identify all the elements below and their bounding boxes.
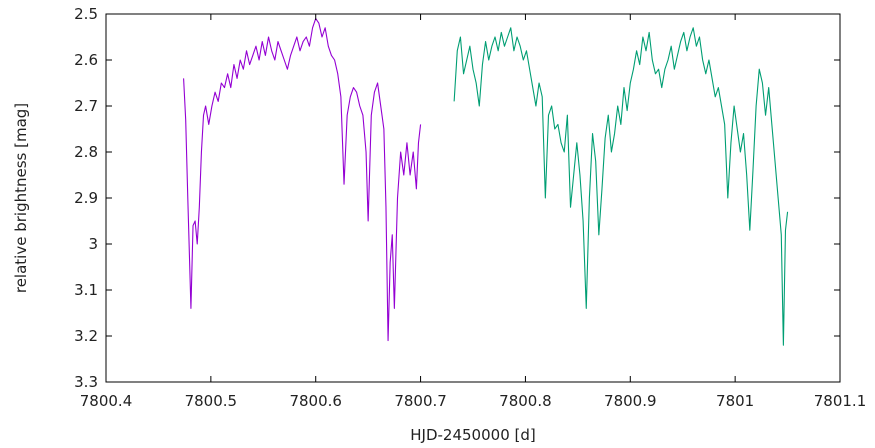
ticks-layer xyxy=(105,13,841,383)
x-tick-label: 7800.6 xyxy=(289,392,342,410)
series-layer xyxy=(183,18,789,346)
x-tick-label: 7800.9 xyxy=(604,392,657,410)
y-tick-label: 2.6 xyxy=(74,51,98,69)
y-tick-label: 3.1 xyxy=(74,281,98,299)
y-tick-label: 2.9 xyxy=(74,189,98,207)
x-tick-label: 7800.5 xyxy=(185,392,238,410)
y-tick-label: 2.7 xyxy=(74,97,98,115)
y-axis-title: relative brightness [mag] xyxy=(12,103,30,293)
series-line-2 xyxy=(453,27,789,346)
x-tick-label: 7800.4 xyxy=(80,392,133,410)
series-line-1 xyxy=(183,18,422,342)
y-tick-label: 2.8 xyxy=(74,143,98,161)
y-tick-label: 3 xyxy=(88,235,98,253)
tick-labels-layer: 7800.4 7800.5 7800.6 7800.7 7800.8 7800.9 7801… xyxy=(74,5,866,410)
y-tick-label: 2.5 xyxy=(74,5,98,23)
x-axis-title: HJD-2450000 [d] xyxy=(410,426,535,444)
y-tick-label: 3.3 xyxy=(74,373,98,391)
x-tick-label: 7801.1 xyxy=(814,392,867,410)
x-tick-label: 7801 xyxy=(716,392,754,410)
x-tick-label: 7800.8 xyxy=(499,392,552,410)
y-tick-label: 3.2 xyxy=(74,327,98,345)
x-tick-label: 7800.7 xyxy=(394,392,447,410)
